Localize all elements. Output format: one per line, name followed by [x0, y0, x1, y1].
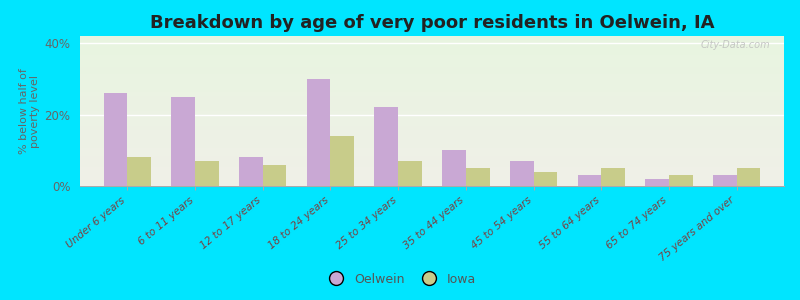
Bar	[602, 168, 625, 186]
Bar	[104, 93, 127, 186]
Legend: Oelwein, Iowa: Oelwein, Iowa	[319, 268, 481, 291]
Bar	[398, 161, 422, 186]
Bar	[262, 165, 286, 186]
Bar	[330, 136, 354, 186]
Bar	[510, 161, 534, 186]
Bar	[171, 97, 195, 186]
Bar	[646, 179, 669, 186]
Bar	[713, 175, 737, 186]
Bar	[127, 158, 151, 186]
Bar	[195, 161, 218, 186]
Bar	[374, 107, 398, 186]
Bar	[306, 79, 330, 186]
Bar	[578, 175, 602, 186]
Title: Breakdown by age of very poor residents in Oelwein, IA: Breakdown by age of very poor residents …	[150, 14, 714, 32]
Bar	[442, 150, 466, 186]
Text: City-Data.com: City-Data.com	[700, 40, 770, 50]
Y-axis label: % below half of
poverty level: % below half of poverty level	[18, 68, 40, 154]
Bar	[466, 168, 490, 186]
Bar	[669, 175, 693, 186]
Bar	[239, 158, 262, 186]
Bar	[534, 172, 558, 186]
Bar	[737, 168, 760, 186]
